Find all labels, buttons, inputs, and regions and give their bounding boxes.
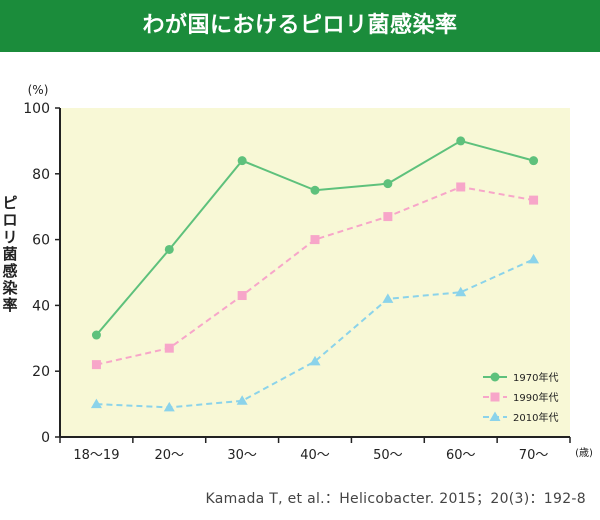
x-tick-label: 20〜 [155,448,185,463]
x-unit-label: (歳) [575,447,593,459]
citation: Kamada T, et al.：Helicobacter. 2015；20(3… [205,491,586,507]
data-point-2 [382,293,394,303]
data-point-0 [310,185,320,195]
legend-marker-0 [490,372,500,382]
y-tick-label: 80 [32,167,50,183]
data-point-1 [310,235,320,245]
x-tick-label: 60〜 [446,448,476,463]
data-point-0 [383,179,393,189]
data-point-2 [528,253,540,264]
legend-label-1: 1990年代 [513,391,558,404]
chart-container: 0 20 40 60 80 100 18〜19 20〜 30〜 40〜 50〜 60〜 70〜 (%) (歳… [0,56,600,468]
y-tick-label: 40 [32,298,50,314]
data-point-0 [164,244,174,254]
data-point-2 [236,395,248,405]
data-point-1 [529,195,539,205]
data-point-1 [164,343,174,353]
y-tick-label: 20 [32,364,50,380]
plot-background [60,108,570,437]
data-point-1 [237,291,247,301]
y-axis-label: ピロリ菌感染率 [1,194,18,314]
x-tick-label: 50〜 [373,448,403,463]
data-point-2 [455,286,467,297]
header-bar: わが国におけるピロリ菌感染率 [0,0,600,52]
data-point-2 [309,355,321,366]
page-title: わが国におけるピロリ菌感染率 [142,13,458,38]
y-tick-label: 60 [32,233,50,249]
x-tick-label: 40〜 [300,448,330,463]
y-tick-label: 100 [23,101,50,117]
y-tick-label: 0 [41,430,50,446]
data-point-0 [529,156,539,166]
data-point-0 [237,156,247,166]
legend-label-0: 1970年代 [513,371,558,384]
data-point-1 [91,360,101,370]
legend-label-2: 2010年代 [513,411,558,424]
legend-marker-1 [490,392,500,402]
data-point-2 [90,398,102,409]
data-point-2 [163,401,175,412]
x-tick-label: 70〜 [519,448,549,463]
infection-rate-chart: 0 20 40 60 80 100 18〜19 20〜 30〜 40〜 50〜 60〜 70〜 (%) (歳… [1,83,593,463]
data-point-0 [456,136,466,146]
data-point-0 [91,330,101,340]
data-point-1 [456,182,466,192]
x-tick-label: 18〜19 [73,448,119,463]
data-point-1 [383,212,393,222]
x-tick-label: 30〜 [227,448,257,463]
legend-marker-2 [489,411,501,421]
y-unit-label: (%) [28,83,49,97]
